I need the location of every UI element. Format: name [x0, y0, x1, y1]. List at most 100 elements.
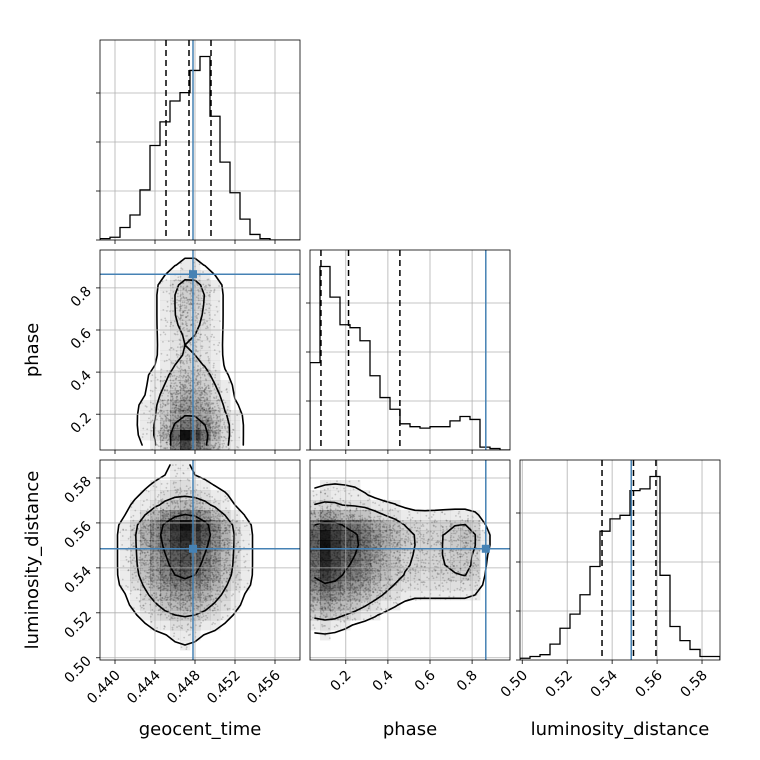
sample-point — [162, 582, 165, 584]
sample-point — [186, 330, 189, 333]
sample-point — [211, 594, 213, 597]
sample-point — [205, 385, 208, 388]
sample-point — [169, 347, 172, 349]
sample-point — [202, 366, 204, 369]
sample-point — [180, 626, 183, 629]
sample-point — [137, 581, 139, 583]
sample-point — [190, 298, 193, 301]
sample-point — [185, 381, 188, 383]
sample-point — [182, 295, 185, 298]
sample-point — [177, 638, 180, 640]
density-cell — [200, 270, 211, 281]
density-cell — [180, 310, 191, 321]
sample-point — [231, 594, 233, 597]
sample-point — [173, 596, 176, 599]
sample-point — [176, 580, 179, 583]
sample-point — [181, 388, 183, 390]
sample-point — [188, 580, 191, 583]
sample-point — [172, 635, 175, 637]
sample-point — [185, 385, 187, 388]
density-cell — [170, 330, 181, 341]
sample-point — [175, 590, 178, 593]
sample-point — [177, 276, 180, 279]
density-cell — [170, 380, 181, 391]
density-cell — [170, 470, 181, 481]
density-cell — [170, 480, 181, 491]
density-cell — [140, 560, 151, 571]
sample-point — [232, 608, 235, 611]
sample-point — [178, 445, 181, 448]
sample-point — [178, 412, 181, 414]
sample-point — [185, 305, 188, 308]
sample-point — [206, 604, 209, 607]
sample-point — [176, 398, 179, 401]
sample-point — [181, 345, 184, 348]
sample-point — [210, 430, 213, 433]
sample-point — [205, 303, 208, 306]
sample-point — [214, 423, 217, 426]
sample-point — [200, 415, 203, 417]
density-cell — [220, 430, 231, 441]
sample-point — [165, 427, 168, 430]
sample-point — [200, 347, 203, 350]
sample-point — [204, 322, 207, 325]
sample-point — [184, 387, 186, 389]
sample-point — [171, 403, 174, 406]
sample-point — [176, 602, 179, 605]
sample-point — [179, 303, 182, 306]
sample-point — [215, 442, 218, 445]
density-cell — [200, 490, 211, 501]
density-cell — [160, 390, 171, 401]
sample-point — [188, 582, 191, 585]
sample-point — [195, 350, 198, 353]
sample-point — [189, 418, 192, 421]
sample-point — [215, 579, 218, 582]
sample-point — [226, 408, 229, 411]
sample-point — [224, 401, 227, 404]
sample-point — [175, 597, 178, 599]
sample-point — [161, 412, 164, 415]
sample-point — [177, 407, 180, 410]
sample-point — [144, 595, 146, 598]
density-cell — [130, 560, 141, 571]
density-cell — [140, 430, 151, 441]
sample-point — [166, 389, 169, 391]
sample-point — [168, 292, 171, 295]
sample-point — [186, 374, 189, 377]
sample-point — [166, 589, 169, 592]
sample-point — [205, 447, 208, 450]
density-cell — [180, 420, 191, 431]
sample-point — [204, 295, 207, 298]
sample-point — [189, 282, 192, 285]
sample-point — [168, 358, 171, 361]
sample-point — [188, 583, 191, 586]
sample-point — [226, 589, 228, 592]
sample-point — [169, 379, 172, 382]
sample-point — [162, 587, 165, 590]
sample-point — [202, 366, 205, 369]
panel-phase-vs-geocent-time: 0.20.40.60.8 — [68, 249, 301, 454]
sample-point — [188, 289, 191, 292]
sample-point — [197, 332, 200, 335]
density-cell — [160, 420, 171, 431]
sample-point — [198, 593, 201, 596]
sample-point — [198, 394, 201, 396]
sample-point — [155, 582, 158, 585]
sample-point — [201, 591, 204, 594]
sample-point — [213, 288, 216, 291]
sample-point — [218, 415, 221, 418]
sample-point — [202, 390, 205, 393]
sample-point — [175, 350, 178, 352]
sample-point — [178, 405, 181, 408]
sample-point — [210, 415, 212, 417]
sample-point — [188, 594, 191, 597]
sample-point — [186, 302, 188, 305]
sample-point — [174, 415, 177, 418]
sample-point — [213, 343, 215, 346]
sample-point — [184, 372, 187, 375]
sample-point — [194, 378, 197, 381]
sample-point — [159, 436, 162, 439]
sample-point — [211, 579, 214, 582]
sample-point — [170, 321, 172, 324]
density-cell — [210, 550, 221, 561]
